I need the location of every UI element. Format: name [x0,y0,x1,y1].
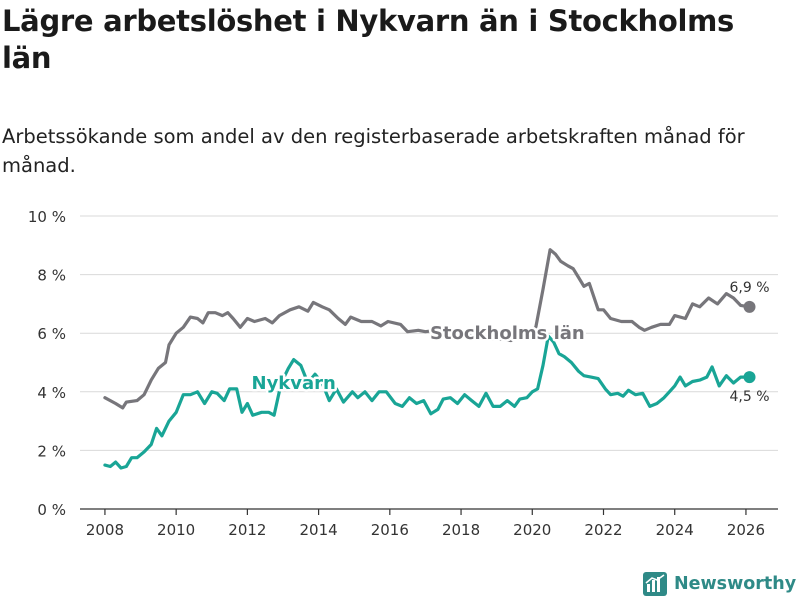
end-label-stockholms-l-n: 6,9 % [729,280,769,296]
brand-logo: Newsworthy [643,570,796,598]
end-marker-nykvarn [743,371,756,384]
y-tick-label: 8 % [37,267,66,285]
x-tick-label: 2026 [727,521,765,539]
labels: 6,9 % 4,5 % Stockholms län Nykvarn [249,280,770,405]
x-tick-label: 2014 [300,521,338,539]
x-tick-label: 2010 [157,521,195,539]
bar-chart-icon [643,572,667,596]
x-tick-label: 2020 [513,521,551,539]
x-tick-label: 2016 [371,521,409,539]
series-label-nykvarn: Nykvarn [252,373,336,394]
end-marker-stockholms-l-n [743,300,756,313]
gridlines [80,215,778,510]
x-tick-label: 2008 [86,521,124,539]
y-tick-label: 10 % [28,208,66,226]
end-label-nykvarn: 4,5 % [729,389,769,405]
y-tick-label: 2 % [37,442,66,460]
brand-name: Newsworthy [674,574,797,594]
x-tick-label: 2012 [228,521,266,539]
x-tick-label: 2018 [442,521,480,539]
series-label-stockholms-l-n: Stockholms län [430,323,585,344]
x-tick-label: 2024 [656,521,694,539]
series-line-stockholms-l-n [103,248,752,410]
y-tick-label: 4 % [37,384,66,402]
y-tick-label: 6 % [37,325,66,343]
x-tick-label: 2022 [584,521,622,539]
chart-title: Lägre arbetslöshet i Nykvarn än i Stockh… [2,4,734,75]
y-tick-label: 0 % [37,501,66,519]
series [103,248,756,470]
series-line-nykvarn [103,334,752,470]
chart-subtitle: Arbetssökande som andel av den registerb… [2,125,745,177]
axes: 0 % 2 % 4 % 6 % 8 % 10 % 2008 2010 2012 2014 2016 2… [28,208,778,539]
